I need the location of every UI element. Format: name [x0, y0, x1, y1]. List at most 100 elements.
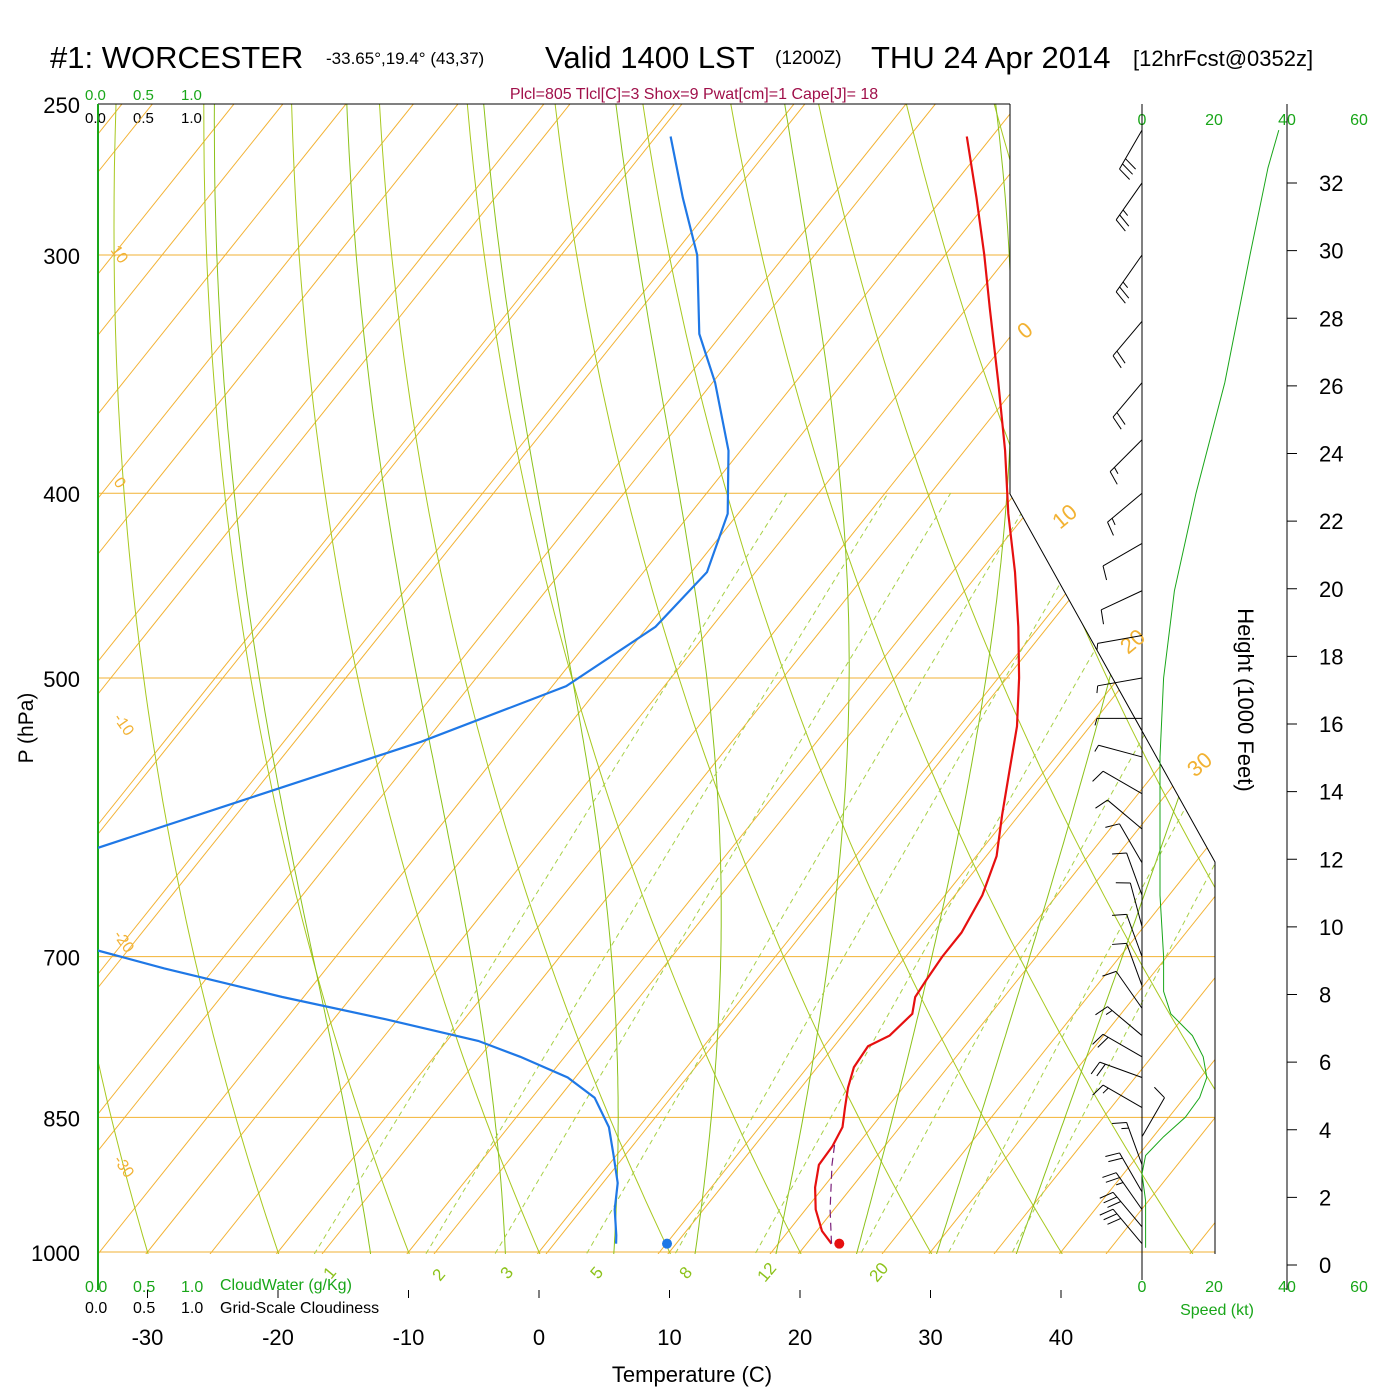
wind-barb-flag: [1119, 168, 1130, 180]
theta-line: [98, 104, 683, 1254]
dewpoint-line: [98, 136, 730, 1244]
isotherm-line: [506, 104, 1215, 1254]
wind-barb: [1099, 1208, 1143, 1244]
wind-barb-staff: [1112, 1191, 1143, 1228]
dry-adiabat: [1158, 104, 1215, 1254]
moist-adiabat: [483, 104, 619, 1254]
wind-barb-flag: [1125, 158, 1136, 170]
dry-adiabat: [550, 104, 955, 1254]
plot-frame: [97, 103, 1288, 1290]
wind-barb-flag: [1095, 1006, 1108, 1016]
theta-line: [657, 104, 1215, 1254]
isotherm-label: 20: [1115, 624, 1150, 659]
temperature-tick-label: -10: [393, 1325, 425, 1350]
wind-barb-staff: [1102, 770, 1143, 795]
wind-barb: [1115, 182, 1143, 232]
wind-barb-flag: [1115, 219, 1126, 232]
height-tick-label: 14: [1319, 780, 1343, 805]
wind-barb-staff: [1126, 914, 1143, 957]
pressure-tick-label: 850: [43, 1106, 80, 1131]
wind-barbs: [1090, 129, 1165, 1244]
wind-barb-staff: [1101, 590, 1143, 611]
wind-barb: [1096, 677, 1143, 694]
cloudwater-bottom-tick: 0.0: [85, 1279, 107, 1296]
wind-barb-flag: [1105, 823, 1120, 828]
theta-line: [98, 104, 1019, 1254]
wind-barb: [1112, 1121, 1143, 1165]
cloudwater-top-ticks: 0.0 0.5 1.0: [85, 87, 202, 104]
temperature-tick-label: 40: [1049, 1325, 1073, 1350]
cloudwater-bottom-tick: 1.0: [181, 1279, 203, 1296]
wind-barb: [1092, 1033, 1143, 1058]
wind-barb-staff: [1099, 1061, 1143, 1078]
station-title: #1: WORCESTER: [50, 40, 303, 75]
mixing-ratio-label: 12: [754, 1259, 781, 1286]
moist-adiabat: [923, 104, 1215, 1254]
cloudiness-top-tick: 1.0: [181, 110, 202, 127]
speed-bottom-tick: 20: [1205, 1279, 1223, 1296]
y-axis-title: P (hPa): [15, 693, 38, 764]
wind-barb-staff: [1126, 852, 1143, 896]
temperature-tick-label: 30: [918, 1325, 942, 1350]
speed-bottom-tick: 0: [1138, 1279, 1147, 1296]
wind-barb: [1095, 799, 1143, 830]
temperature-tick-label: 20: [788, 1325, 812, 1350]
cloudwater-top-tick: 1.0: [181, 87, 202, 104]
dry-adiabat: [290, 104, 558, 1254]
wind-barb: [1092, 1084, 1143, 1109]
wind-barb-staff: [1129, 882, 1143, 927]
cloudiness-top-ticks: 0.0 0.5 1.0: [85, 110, 202, 127]
isotherm-line: [245, 104, 1215, 1254]
wind-barb-flag: [1092, 770, 1104, 782]
wind-barb-flag: [1112, 355, 1122, 369]
wind-barb-staff: [1115, 182, 1143, 221]
indices-line: Plcl=805 Tlcl[C]=3 Shox=9 Pwat[cm]=1 Cap…: [510, 86, 878, 103]
moist-adiabat: [615, 104, 722, 1254]
wind-barb-staff: [1115, 971, 1143, 1009]
dry-adiabat: [637, 104, 1087, 1254]
height-tick-label: 4: [1319, 1118, 1331, 1143]
wind-barb: [1090, 1061, 1143, 1078]
pressure-tick-label: 500: [43, 667, 80, 692]
theta-line: [321, 104, 1215, 1254]
dry-adiabat: [113, 104, 293, 1254]
wind-barb-half: [1113, 467, 1119, 474]
isotherm-line: [98, 104, 562, 1254]
height-tick-label: 22: [1319, 509, 1343, 534]
theta-line: [98, 104, 907, 1254]
wind-barb: [1105, 1152, 1143, 1193]
wind-barb: [1112, 320, 1143, 369]
theta-line: [993, 104, 1215, 1254]
mixing-ratio-line: [733, 492, 1186, 1254]
cloudwater-top-tick: 0.5: [133, 87, 154, 104]
speed-axis-label: Speed (kt): [1180, 1302, 1254, 1319]
wind-barb-staff: [1115, 254, 1143, 293]
mixing-ratio-label: 20: [866, 1259, 893, 1286]
wind-barb-flag: [1119, 286, 1130, 299]
wind-barb-staff: [1107, 1006, 1143, 1036]
mixing-ratio-line: [290, 492, 788, 1254]
isotherm-line: [98, 104, 693, 1254]
station-coords: -33.65°,19.4° (43,37): [326, 49, 484, 68]
wind-barb-flag: [1109, 471, 1118, 485]
cloudiness-bottom-tick: 0.0: [85, 1300, 107, 1317]
isotherm-label: 30: [1182, 747, 1217, 782]
wind-barb-flag: [1092, 1084, 1104, 1096]
wind-barb-staff: [1112, 1208, 1143, 1244]
height-tick-label: 18: [1319, 644, 1343, 669]
wind-barb-flag: [1099, 1191, 1114, 1199]
isotherm-line: [98, 104, 432, 1254]
height-tick-label: 0: [1319, 1253, 1331, 1278]
wind-barb-staff: [1107, 492, 1143, 523]
dry-adiabat: [203, 104, 425, 1254]
wind-barb-half: [1116, 1182, 1124, 1186]
wind-barb-flag: [1103, 1213, 1118, 1221]
cloudwater-label: CloudWater (g/Kg): [220, 1277, 352, 1294]
pressure-tick-label: 1000: [31, 1241, 80, 1266]
isotherm-line: [1028, 104, 1215, 1254]
wind-barb-half: [1096, 643, 1099, 651]
isotherm-line: [897, 104, 1215, 1254]
moist-adiabat: [845, 104, 1013, 1254]
mixing-ratio-line: [563, 492, 1034, 1254]
